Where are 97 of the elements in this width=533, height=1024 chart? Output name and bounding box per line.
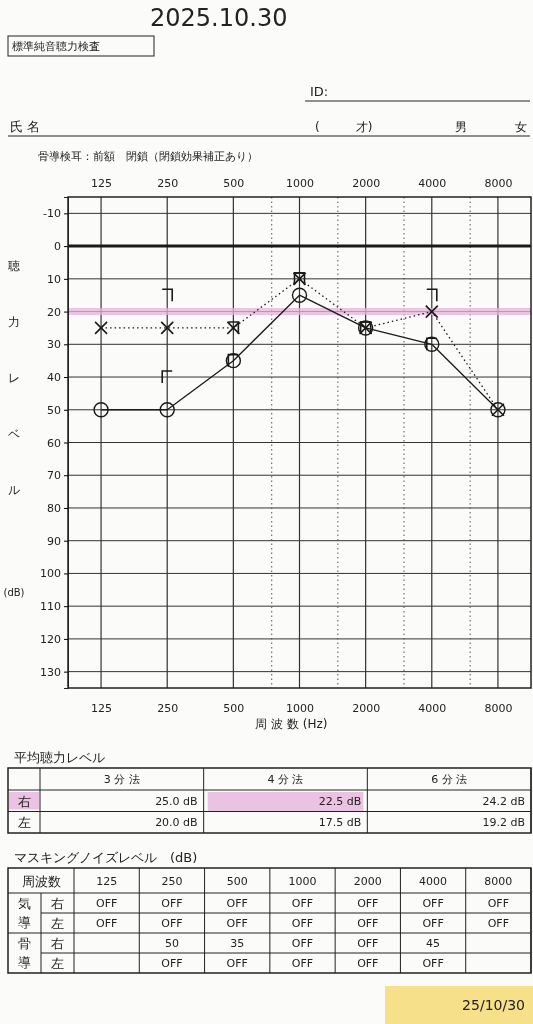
category-label: 1000 [288, 874, 317, 888]
text: 25.0 dB [155, 794, 198, 808]
text: OFF [161, 957, 183, 970]
text: OFF [95, 917, 118, 930]
category-label: 左 [50, 956, 64, 971]
y-tick-label: 50 [47, 403, 61, 417]
text: 気導 [17, 896, 31, 930]
x-tick-label: 4000 [418, 177, 447, 190]
category-label: 4000 [419, 874, 448, 888]
x-tick-label: 2000 [352, 177, 381, 190]
text: OFF [422, 917, 444, 930]
category-label: 右 [50, 896, 64, 911]
text: 24.2 dB [482, 794, 525, 808]
text: OFF [95, 897, 118, 910]
category-label: 2000 [353, 874, 382, 888]
y-tick-label: -10 [43, 207, 61, 221]
y-tick-label: 10 [47, 272, 61, 286]
category-label: 8000 [484, 701, 513, 715]
text: OFF [487, 897, 510, 910]
category-label: 500 [223, 701, 245, 715]
text: 22.5 dB [318, 794, 362, 808]
text: マスキングノイズレベル (dB) [14, 850, 198, 865]
y-tick-label: 120 [40, 632, 61, 646]
text: ( 才) [315, 120, 373, 134]
y-tick-label: 0 [54, 240, 61, 254]
point [159, 402, 175, 418]
text: 周波数 [21, 873, 61, 889]
category-label: 左 [17, 815, 31, 831]
y-tick-label: 130 [40, 665, 61, 679]
y-tick-label: 110 [40, 600, 61, 614]
text: 平均聴力レベル [14, 750, 105, 765]
chart-title: 標準純音聴力検査 [12, 40, 100, 53]
category-label: 125 [96, 874, 118, 888]
category-label: 250 [157, 701, 179, 715]
text: 50 [164, 937, 179, 950]
text: 25/10/30 [462, 997, 525, 1013]
text: OFF [161, 917, 183, 930]
text: OFF [357, 897, 379, 910]
text: OFF [161, 897, 183, 910]
text: OFF [357, 917, 379, 930]
text: OFF [226, 917, 248, 930]
text: 女 [515, 120, 527, 134]
category-label: 右 [17, 793, 31, 809]
y-tick-label: 60 [47, 436, 61, 450]
text: OFF [226, 897, 248, 910]
text: OFF [357, 957, 379, 970]
text: OFF [422, 897, 444, 910]
category-label: 右 [50, 936, 64, 951]
text: OFF [291, 957, 314, 970]
y-tick-label: 20 [47, 305, 61, 319]
x-axis-title: 周 波 数 (Hz) [255, 717, 328, 731]
category-label: 8000 [484, 874, 513, 888]
text: OFF [291, 917, 314, 930]
category-label: 1000 [286, 701, 314, 715]
y-tick-label: 70 [47, 469, 61, 483]
category-label: 左 [50, 916, 64, 931]
y-tick-label: 100 [40, 567, 61, 581]
category-label: 125 [91, 701, 113, 715]
text: OFF [291, 897, 314, 910]
category-label: 2000 [352, 701, 381, 715]
text: 19.2 dB [482, 816, 525, 830]
text: OFF [226, 957, 248, 970]
point [424, 304, 439, 319]
x-tick-label: 1000 [286, 177, 314, 190]
category-label: 6 分 法 [431, 773, 468, 786]
point [94, 321, 108, 335]
x-tick-label: 125 [91, 177, 113, 190]
category-label: 500 [226, 874, 248, 888]
x-tick-label: 250 [157, 177, 179, 190]
text: 氏 名 [10, 119, 41, 134]
text: 20.0 dB [155, 816, 198, 830]
text: 骨導 [17, 936, 31, 970]
text: 35 [230, 937, 245, 950]
text: 聴力レベル(dB) [3, 259, 25, 598]
text: OFF [487, 917, 510, 930]
y-tick-label: 30 [47, 338, 61, 352]
point [291, 287, 308, 303]
y-tick-label: 80 [47, 501, 61, 515]
text: 17.5 dB [318, 816, 362, 830]
y-tick-label: 40 [47, 371, 61, 385]
text: OFF [291, 937, 314, 950]
text: 2025.10.30 [150, 4, 288, 32]
point [93, 402, 109, 418]
y-tick-label: 90 [47, 534, 61, 548]
category-label: 3 分 法 [103, 773, 140, 786]
text: OFF [422, 957, 444, 970]
category-label: 4000 [418, 701, 447, 715]
text: ID: [310, 84, 329, 99]
category-label: 4 分 法 [267, 773, 304, 786]
category-label: 250 [161, 874, 183, 888]
text: 骨導検耳：前額 閉鎖（閉鎖効果補正あり） [38, 150, 258, 163]
x-tick-label: 500 [223, 177, 245, 190]
point [160, 321, 175, 335]
text: 男 [455, 120, 467, 134]
text: 45 [426, 937, 441, 950]
text: OFF [357, 937, 379, 950]
x-tick-label: 8000 [484, 177, 513, 190]
